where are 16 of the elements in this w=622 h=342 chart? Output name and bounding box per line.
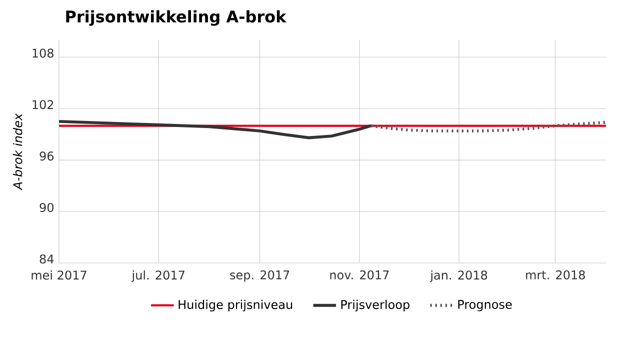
- y-axis-title: A-brok index: [12, 113, 22, 190]
- y-tick-label: 108: [32, 48, 54, 58]
- y-tick-label: 90: [40, 202, 54, 212]
- x-tick-label: jan. 2018: [430, 270, 488, 282]
- legend-label: Prognose: [458, 300, 512, 312]
- x-tick-label: jul. 2017: [132, 270, 184, 282]
- y-tick-label: 84: [40, 254, 54, 264]
- chart-title: Prijsontwikkeling A-brok: [66, 10, 287, 26]
- y-tick-label: 96: [40, 152, 54, 161]
- legend-label: Huidige prijsniveau: [178, 300, 292, 312]
- legend-label: Prijsverloop: [341, 300, 410, 312]
- x-tick-label: mrt. 2018: [526, 270, 585, 280]
- x-tick-label: mei 2017: [32, 270, 86, 280]
- y-tick-label: 102: [32, 100, 54, 110]
- x-tick-label: sep. 2017: [230, 270, 290, 282]
- x-tick-label: nov. 2017: [330, 270, 389, 280]
